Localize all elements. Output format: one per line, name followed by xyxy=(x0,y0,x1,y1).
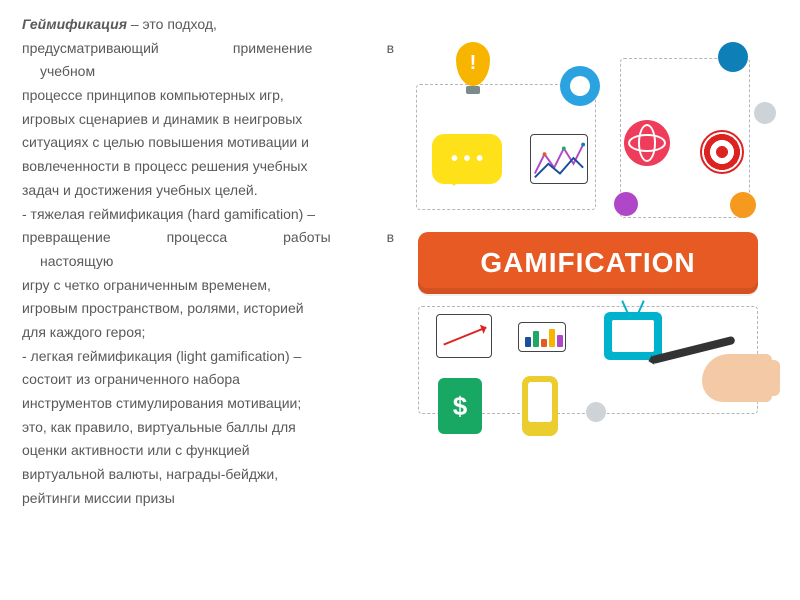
paragraph-line: - легкая геймификация (light gamificatio… xyxy=(22,346,394,368)
hand-writing-icon xyxy=(662,342,772,402)
dollar-icon: $ xyxy=(438,378,482,434)
term-definition-start: – это подход, xyxy=(127,16,217,32)
paragraph-line: вовлеченности в процесс решения учебных xyxy=(22,156,394,178)
paragraph-line: рейтинги миссии призы xyxy=(22,488,394,510)
gamification-infographic: • • • GAMIFICATION xyxy=(400,42,770,442)
paragraph-line: для каждого героя; xyxy=(22,322,394,344)
paragraph-line: игровым пространством, ролями, историей xyxy=(22,298,394,320)
paragraph-line: оценки активности или с функцией xyxy=(22,440,394,462)
dollar-sign: $ xyxy=(453,386,467,426)
tv-icon xyxy=(604,312,662,360)
stats-card-icon xyxy=(530,134,588,184)
lightbulb-icon xyxy=(456,42,490,86)
term-gamification: Геймификация xyxy=(22,16,127,32)
gear-icon xyxy=(560,66,600,106)
paragraph-line: виртуальной валюты, награды-бейджи, xyxy=(22,464,394,486)
dot-orange-icon xyxy=(730,192,756,218)
bars-card-icon xyxy=(518,322,566,352)
page: Геймификация – это подход, предусматрива… xyxy=(22,14,778,511)
globe-icon xyxy=(624,120,670,166)
dot-blue-icon xyxy=(718,42,748,72)
dot-gray-icon xyxy=(754,102,776,124)
paragraph-line: процессе принципов компьютерных игр, xyxy=(22,85,394,107)
speech-bubble-icon: • • • xyxy=(432,134,502,184)
paragraph-line: состоит из ограниченного набора xyxy=(22,369,394,391)
banner-label: GAMIFICATION xyxy=(480,241,695,284)
paragraph-line: учебном xyxy=(22,61,394,83)
paragraph-line: предусматривающий применение в xyxy=(22,38,394,60)
paragraph-line: инструментов стимулирования мотивации; xyxy=(22,393,394,415)
paragraph-line: Геймификация – это подход, xyxy=(22,14,394,36)
text-column: Геймификация – это подход, предусматрива… xyxy=(22,14,400,511)
paragraph-line: превращение процесса работы в xyxy=(22,227,394,249)
paragraph-line: - тяжелая геймификация (hard gamificatio… xyxy=(22,204,394,226)
paragraph-line: настоящую xyxy=(22,251,394,273)
infographic-column: • • • GAMIFICATION xyxy=(400,14,778,511)
target-icon xyxy=(700,130,744,174)
dot-small-icon xyxy=(586,402,606,422)
paragraph-line: это, как правило, виртуальные баллы для xyxy=(22,417,394,439)
paragraph-line: ситуациях с целью повышения мотивации и xyxy=(22,132,394,154)
paragraph-line: игру с четко ограниченным временем, xyxy=(22,275,394,297)
phone-icon xyxy=(522,376,558,436)
dot-purple-icon xyxy=(614,192,638,216)
trend-arrow-card-icon xyxy=(436,314,492,358)
paragraph-line: задач и достижения учебных целей. xyxy=(22,180,394,202)
gamification-banner: GAMIFICATION xyxy=(418,232,758,294)
paragraph-line: игровых сценариев и динамик в неигровых xyxy=(22,109,394,131)
